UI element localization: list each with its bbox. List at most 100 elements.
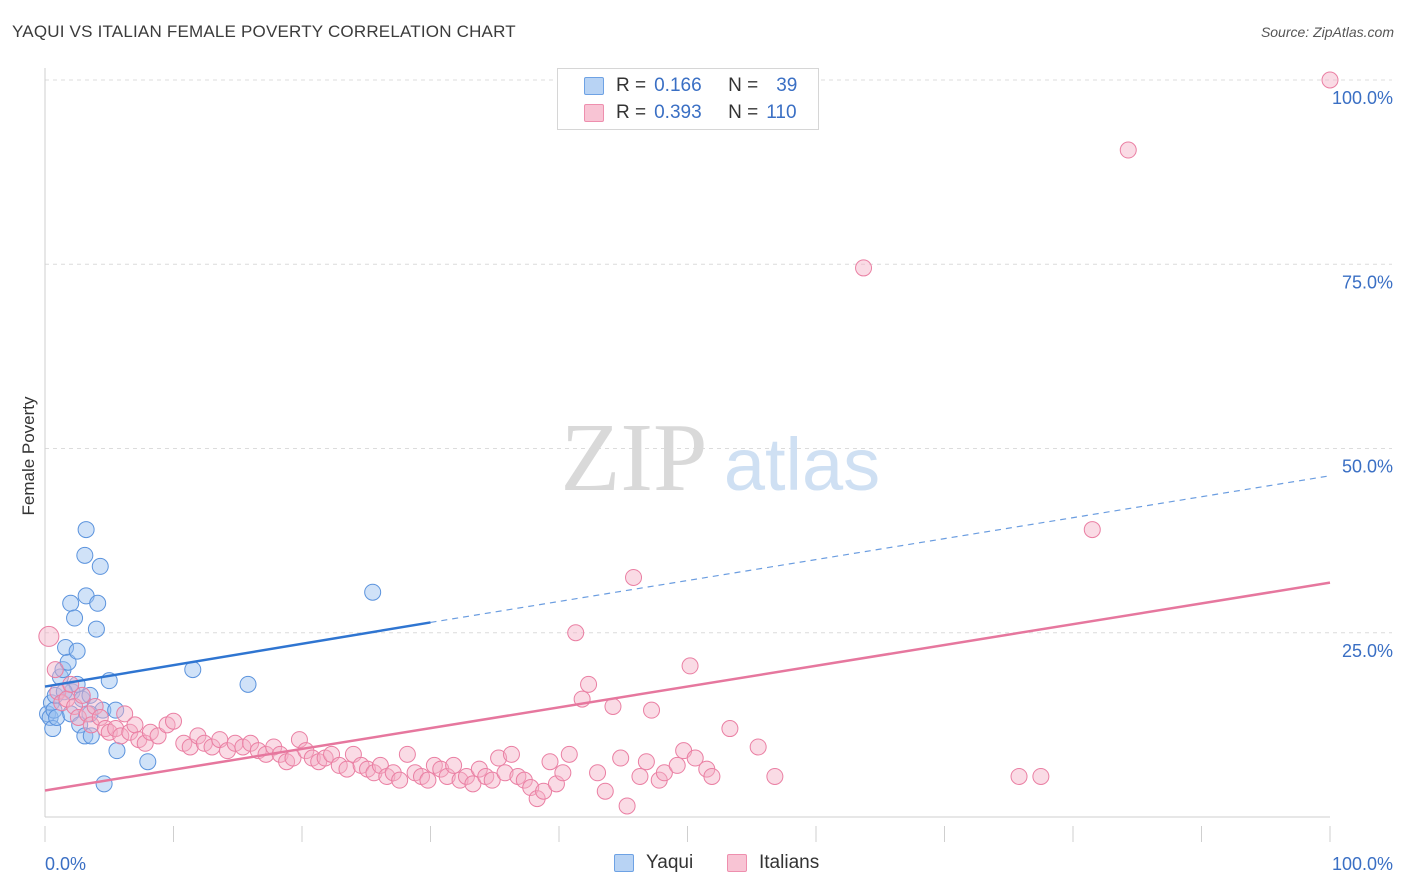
italians-point <box>483 771 501 789</box>
italians-point <box>445 756 463 774</box>
gridlines <box>45 79 1392 634</box>
italians-point <box>438 767 456 785</box>
italians-trend-line <box>44 581 1331 792</box>
italians-point <box>749 738 767 756</box>
italians-point <box>496 764 514 782</box>
yaqui-point <box>48 709 66 727</box>
y-tick-label: 100.0% <box>1332 88 1393 108</box>
italians-point <box>855 259 873 277</box>
legend-swatch-yaqui <box>584 77 604 95</box>
series-legend: Yaqui Italians <box>0 852 1406 876</box>
yaqui-point <box>89 594 107 612</box>
italians-point <box>91 709 109 727</box>
legend-r-label: R = <box>616 75 647 96</box>
legend-r-label: R = <box>616 102 647 123</box>
italians-point <box>419 771 437 789</box>
italians-point <box>330 756 348 774</box>
italians-point <box>631 767 649 785</box>
italians-point <box>703 767 721 785</box>
italians-point <box>73 686 91 704</box>
correlation-legend: R = 0.166 N = 39 R = 0.393 N = 110 <box>557 68 819 130</box>
italians-point <box>554 764 572 782</box>
yaqui-point <box>107 701 125 719</box>
italians-point <box>766 767 784 785</box>
italians-point <box>464 775 482 793</box>
yaqui-point <box>66 609 84 627</box>
y-tick-label: 75.0% <box>1342 272 1393 292</box>
yaqui-point <box>77 521 95 539</box>
series-legend-yaqui: Yaqui <box>614 852 693 874</box>
axes <box>44 68 1331 842</box>
y-axis-title: Female Poverty <box>19 396 38 516</box>
yaqui-point <box>44 720 62 738</box>
italians-point <box>604 697 622 715</box>
legend-n-value: 110 <box>766 102 797 123</box>
italians-point <box>82 716 100 734</box>
italians-point <box>547 775 565 793</box>
series-legend-italians: Italians <box>727 852 819 874</box>
italians-point <box>112 727 130 745</box>
italians-point <box>490 749 508 767</box>
y-tick-label: 50.0% <box>1342 457 1393 477</box>
x-tick-label: 100.0% <box>1332 854 1393 874</box>
trend-lines <box>44 475 1331 792</box>
legend-row-yaqui: R = 0.166 N = 39 <box>584 75 797 97</box>
data-points <box>38 71 1339 815</box>
y-tick-label: 25.0% <box>1342 641 1393 661</box>
italians-point <box>596 782 614 800</box>
italians-point <box>1321 71 1339 89</box>
italians-point <box>338 760 356 778</box>
italians-point <box>668 756 686 774</box>
italians-point <box>567 624 585 642</box>
italians-point <box>116 705 134 723</box>
italians-point <box>560 745 578 763</box>
italians-point <box>165 712 182 730</box>
italians-point <box>290 731 308 749</box>
italians-point <box>149 727 167 745</box>
italians-point <box>655 764 673 782</box>
italians-point <box>625 568 643 586</box>
axis-labels: 100.0% 75.0% 50.0% 25.0% 0.0% 100.0% Female Po… <box>19 88 1393 874</box>
legend-row-italians: R = 0.393 N = 110 <box>584 102 797 124</box>
italians-point <box>391 771 409 789</box>
yaqui-point <box>139 753 157 771</box>
x-tick-label: 0.0% <box>45 854 86 874</box>
italians-point <box>1083 521 1101 539</box>
yaqui-point <box>95 775 113 793</box>
chart-title: YAQUI VS ITALIAN FEMALE POVERTY CORRELAT… <box>12 22 516 41</box>
italians-point <box>398 745 416 763</box>
italians-point <box>580 675 598 693</box>
italians-point <box>1010 767 1028 785</box>
italians-point <box>226 734 244 752</box>
italians-point <box>612 749 630 767</box>
legend-r-value: 0.393 <box>654 102 702 123</box>
yaqui-point <box>59 653 77 671</box>
italians-point <box>136 734 154 752</box>
legend-swatch-italians <box>584 104 604 122</box>
yaqui-point <box>76 727 94 745</box>
italians-point <box>69 709 87 727</box>
legend-n-label: N = <box>728 102 759 123</box>
italians-point <box>1119 141 1137 159</box>
yaqui-trend-extension <box>430 475 1331 624</box>
italians-point <box>535 782 553 800</box>
italians-point <box>686 749 704 767</box>
italians-point <box>681 657 699 675</box>
italians-point <box>38 625 60 647</box>
series-legend-label-yaqui: Yaqui <box>646 852 694 873</box>
yaqui-point <box>68 642 86 660</box>
yaqui-point <box>364 583 382 601</box>
series-legend-swatch-italians <box>727 854 747 872</box>
italians-point <box>126 716 144 734</box>
watermark-atlas: atlas <box>724 423 880 506</box>
watermark-zip: ZIP <box>561 404 708 512</box>
legend-n-value: 39 <box>776 75 798 96</box>
italians-point <box>618 797 636 815</box>
italians-point <box>502 745 520 763</box>
italians-point <box>589 764 607 782</box>
italians-point <box>637 753 655 771</box>
italians-point <box>46 661 64 679</box>
italians-point <box>721 720 739 738</box>
yaqui-point <box>239 675 257 693</box>
italians-point <box>86 697 104 715</box>
